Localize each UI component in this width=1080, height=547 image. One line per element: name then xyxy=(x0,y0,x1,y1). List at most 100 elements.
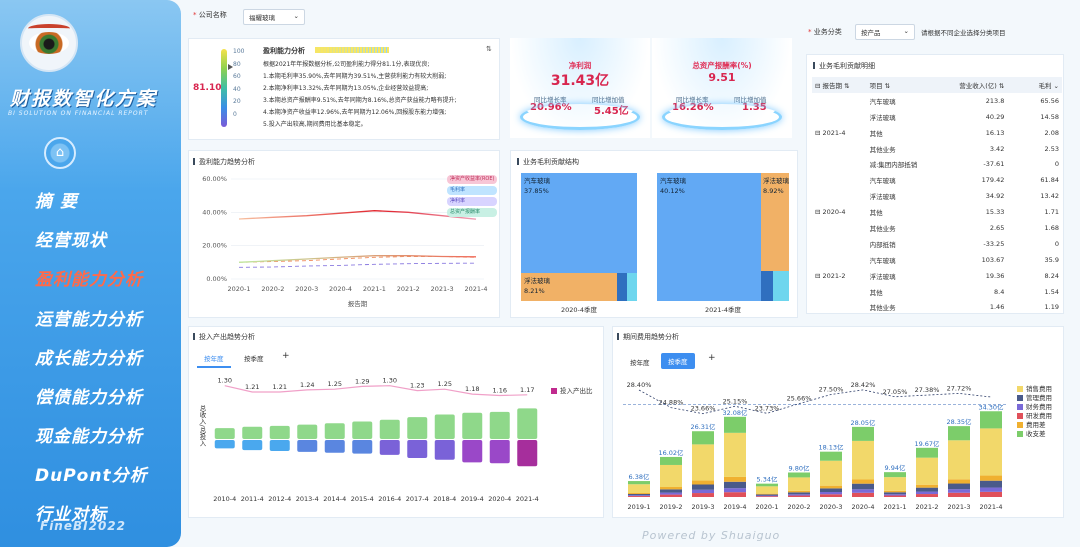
legend-swatch xyxy=(551,388,557,394)
expense-legend-item[interactable]: 收支差 xyxy=(1017,430,1052,439)
treemap-title: 业务毛利贡献结构 xyxy=(517,157,579,167)
treemap-value: 40.12% xyxy=(660,187,685,195)
score-ticks: 100 80 60 40 20 0 xyxy=(233,46,244,122)
business-hint: 请根据不同企业选择分类项目 xyxy=(921,29,1006,37)
treemap-value: 8.21% xyxy=(524,287,545,295)
nav-solvency[interactable]: 偿债能力分析 xyxy=(35,388,143,408)
nav-growth[interactable]: 成长能力分析 xyxy=(35,349,143,369)
treemap-block-float-2021[interactable]: 浮法玻璃 8.92% xyxy=(761,173,789,271)
table-row[interactable]: 内部抵销 -33.25 0 xyxy=(812,236,1062,252)
x-tick-label: 2016-4 xyxy=(378,495,401,503)
table-row[interactable]: 浮法玻璃 34.92 13.42 xyxy=(812,188,1062,204)
sort-icon[interactable]: ⇅ xyxy=(486,45,492,53)
rate-line xyxy=(638,389,992,415)
add-tab-button[interactable]: + xyxy=(282,351,290,361)
trend-legend-item[interactable]: 净利率 xyxy=(447,197,497,206)
period-cell xyxy=(812,220,867,236)
expense-bar-segment xyxy=(756,483,778,487)
trend-legend-item[interactable]: 毛利率 xyxy=(447,186,497,195)
nav-dupont[interactable]: DuPont分析 xyxy=(35,466,148,486)
treemap-block-float-2020[interactable]: 浮法玻璃 8.21% xyxy=(521,273,617,301)
table-row[interactable]: 汽车玻璃 179.42 61.84 xyxy=(812,172,1062,188)
table-row[interactable]: 汽车玻璃 213.8 65.56 xyxy=(812,93,1062,109)
tab-by-year[interactable]: 按年度 xyxy=(630,359,650,367)
x-tick-label: 2019-4 xyxy=(723,503,746,511)
score-tick: 0 xyxy=(233,110,237,118)
nav-summary[interactable]: 摘 要 xyxy=(35,192,78,212)
input-bar xyxy=(214,440,235,449)
table-row[interactable]: 汽车玻璃 103.67 35.9 xyxy=(812,252,1062,268)
table-row[interactable]: ⊟ 2021-4 其他 16.13 2.08 xyxy=(812,125,1062,141)
business-select[interactable]: 按产品 ⌄ xyxy=(855,24,915,40)
expense-legend-item[interactable]: 财务费用 xyxy=(1017,403,1052,412)
home-icon[interactable]: ⌂ xyxy=(44,137,76,169)
treemap-block-car-2020[interactable]: 汽车玻璃 37.85% xyxy=(521,173,617,273)
input-bar xyxy=(489,440,510,464)
trend-legend-item[interactable]: 净资产收益率(ROE) xyxy=(447,175,497,184)
expense-bar-segment xyxy=(820,460,842,486)
expense-bar-segment xyxy=(724,416,746,433)
period-cell[interactable]: ⊟ 2020-4 xyxy=(815,208,846,217)
score-gauge xyxy=(221,49,227,127)
tab-by-quarter[interactable]: 按季度 xyxy=(661,353,695,369)
expense-bar-segment xyxy=(852,479,874,484)
expense-bar-segment xyxy=(660,486,682,490)
period-cell xyxy=(812,156,867,172)
expense-legend-item[interactable]: 研发费用 xyxy=(1017,412,1052,421)
nav-operation-status[interactable]: 经营现状 xyxy=(35,231,107,251)
tab-by-year[interactable]: 按年度 xyxy=(197,350,231,368)
nav-operating-capacity[interactable]: 运营能力分析 xyxy=(35,310,143,330)
trend-legend-item[interactable]: 总资产报酬率 xyxy=(447,208,497,217)
expense-bar-segment xyxy=(756,493,778,495)
treemap-block-other-business[interactable] xyxy=(627,273,637,301)
legend-label: 管理费用 xyxy=(1026,394,1052,402)
table-row[interactable]: ⊟ 2020-4 其他 15.33 1.71 xyxy=(812,204,1062,220)
expense-bar-segment xyxy=(724,481,746,489)
revenue-cell: -37.61 xyxy=(983,160,1005,169)
table-header-cell[interactable]: ⊟ 报告期 ⇅ xyxy=(812,77,867,93)
ratio-label: 1.24 xyxy=(300,381,314,389)
table-row[interactable]: 浮法玻璃 40.29 14.58 xyxy=(812,109,1062,125)
company-select[interactable]: 福耀玻璃 ⌄ xyxy=(243,9,305,25)
nav-industry-benchmark[interactable]: 行业对标 xyxy=(35,505,107,525)
period-cell xyxy=(812,93,867,109)
treemap-label: 浮法玻璃 xyxy=(524,277,550,285)
table-row[interactable]: ⊟ 2021-2 浮法玻璃 19.36 8.24 xyxy=(812,268,1062,284)
table-row[interactable]: 其他 8.4 1.54 xyxy=(812,284,1062,300)
treemap-block-other-business[interactable] xyxy=(773,271,789,301)
treemap-value: 37.85% xyxy=(524,187,549,195)
income-bar xyxy=(352,421,373,439)
treemap-block-other[interactable] xyxy=(761,271,773,301)
expense-legend-item[interactable]: 销售费用 xyxy=(1017,385,1052,394)
nav-profitability[interactable]: 盈利能力分析 xyxy=(35,270,143,290)
period-cell[interactable]: ⊟ 2021-2 xyxy=(815,271,846,280)
table-header-cell[interactable]: 营业收入(亿) ⇅ xyxy=(933,77,1008,93)
table-row[interactable]: 其他业务 2.65 1.68 xyxy=(812,220,1062,236)
expense-bar-segment xyxy=(980,411,1002,429)
input-bar xyxy=(379,440,400,455)
expense-bar-segment xyxy=(852,426,874,441)
expense-legend-item[interactable]: 费用差 xyxy=(1017,421,1052,430)
expense-bar-segment xyxy=(884,492,906,495)
expense-bar-segment xyxy=(756,496,778,497)
table-header-cell[interactable]: 项目 ⇅ xyxy=(866,77,934,93)
item-cell: 其他业务 xyxy=(869,304,896,313)
expense-legend-item[interactable]: 管理费用 xyxy=(1017,394,1052,403)
add-tab-button[interactable]: + xyxy=(708,353,716,363)
nav-cash[interactable]: 现金能力分析 xyxy=(35,427,143,447)
treemap-block-car-2021[interactable]: 汽车玻璃 40.12% xyxy=(657,173,761,301)
treemap-block-other[interactable] xyxy=(617,273,627,301)
table-header-cell[interactable]: 毛利 ⌄ xyxy=(1007,77,1062,93)
score-pointer-icon xyxy=(228,64,233,70)
tab-by-quarter[interactable]: 按季度 xyxy=(244,355,264,363)
table-row[interactable]: 减:集团内部抵销 -37.61 0 xyxy=(812,156,1062,172)
table-row[interactable]: 其他业务 3.42 2.53 xyxy=(812,141,1062,157)
table-row[interactable]: 其他业务 1.46 1.19 xyxy=(812,299,1062,315)
revenue-cell: 2.65 xyxy=(989,223,1005,232)
revenue-cell: 213.8 xyxy=(985,96,1005,105)
period-cell[interactable]: ⊟ 2021-4 xyxy=(815,128,846,137)
expense-bar-segment xyxy=(980,487,1002,492)
amount-label: 9.80亿 xyxy=(789,464,810,473)
expense-bar-segment xyxy=(820,494,842,497)
item-cell: 其他 xyxy=(869,129,883,138)
